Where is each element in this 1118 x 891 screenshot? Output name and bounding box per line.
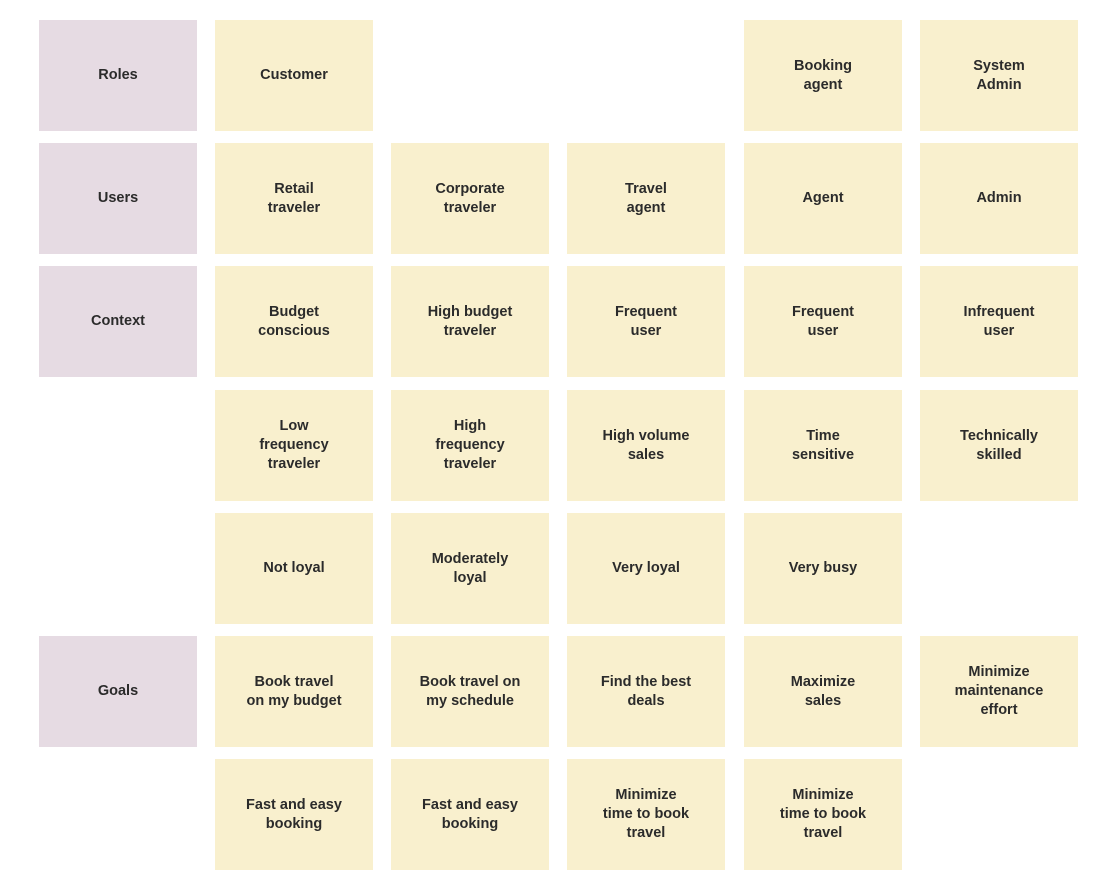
sticky-context[interactable]: Technically skilled <box>920 390 1078 501</box>
sticky-context[interactable]: Very loyal <box>567 513 725 624</box>
sticky-goal[interactable]: Find the best deals <box>567 636 725 747</box>
sticky-context[interactable]: High volume sales <box>567 390 725 501</box>
sticky-goal[interactable]: Minimize time to book travel <box>567 759 725 870</box>
sticky-context[interactable]: Time sensitive <box>744 390 902 501</box>
sticky-context[interactable]: Low frequency traveler <box>215 390 373 501</box>
sticky-role-customer[interactable]: Customer <box>215 20 373 131</box>
sticky-context[interactable]: Infrequent user <box>920 266 1078 377</box>
sticky-context[interactable]: Very busy <box>744 513 902 624</box>
sticky-goal[interactable]: Minimize maintenance effort <box>920 636 1078 747</box>
sticky-role-system-admin[interactable]: System Admin <box>920 20 1078 131</box>
sticky-user-travel-agent[interactable]: Travel agent <box>567 143 725 254</box>
sticky-context[interactable]: Moderately loyal <box>391 513 549 624</box>
sticky-user-admin[interactable]: Admin <box>920 143 1078 254</box>
sticky-goal[interactable]: Fast and easy booking <box>391 759 549 870</box>
sticky-context[interactable]: High budget traveler <box>391 266 549 377</box>
sticky-context[interactable]: High frequency traveler <box>391 390 549 501</box>
sticky-context[interactable]: Frequent user <box>567 266 725 377</box>
sticky-user-corporate-traveler[interactable]: Corporate traveler <box>391 143 549 254</box>
sticky-goal[interactable]: Minimize time to book travel <box>744 759 902 870</box>
sticky-goal[interactable]: Book travel on my budget <box>215 636 373 747</box>
sticky-goal[interactable]: Maximize sales <box>744 636 902 747</box>
sticky-context[interactable]: Not loyal <box>215 513 373 624</box>
sticky-context[interactable]: Budget conscious <box>215 266 373 377</box>
sticky-role-booking-agent[interactable]: Booking agent <box>744 20 902 131</box>
sticky-user-retail-traveler[interactable]: Retail traveler <box>215 143 373 254</box>
sticky-user-agent[interactable]: Agent <box>744 143 902 254</box>
header-users[interactable]: Users <box>39 143 197 254</box>
header-context[interactable]: Context <box>39 266 197 377</box>
sticky-goal[interactable]: Fast and easy booking <box>215 759 373 870</box>
sticky-context[interactable]: Frequent user <box>744 266 902 377</box>
header-goals[interactable]: Goals <box>39 636 197 747</box>
header-roles[interactable]: Roles <box>39 20 197 131</box>
sticky-goal[interactable]: Book travel on my schedule <box>391 636 549 747</box>
